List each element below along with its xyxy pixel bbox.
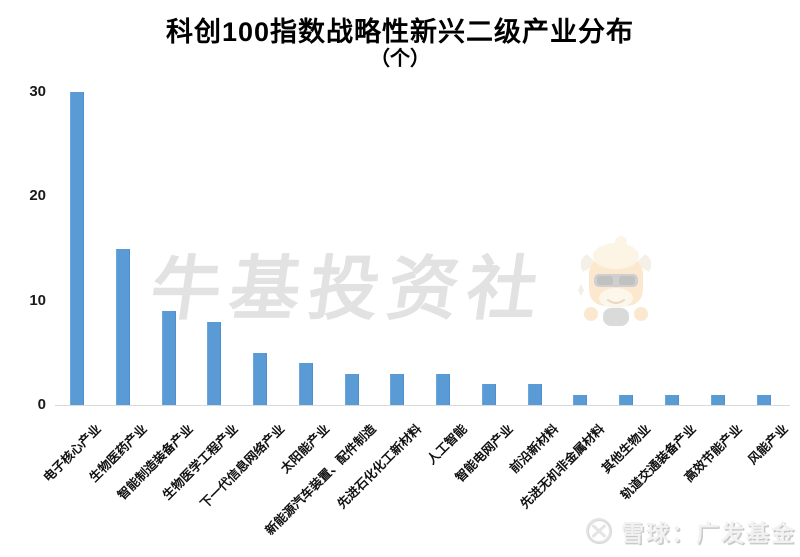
- y-tick-label: 10: [29, 291, 46, 309]
- bar: [298, 363, 313, 405]
- bar: [70, 92, 84, 405]
- x-category-label: 下一代信息网络产业: [197, 421, 287, 512]
- bull-mascot-icon: [578, 236, 652, 326]
- bar: [481, 384, 496, 405]
- bar: [436, 373, 451, 405]
- bar: [207, 321, 222, 405]
- y-tick-label: 0: [37, 396, 46, 413]
- bar: [756, 394, 771, 405]
- bar: [390, 373, 405, 405]
- chart-title: 科创100指数战略性新兴二级产业分布: [165, 17, 635, 47]
- bar: [665, 394, 679, 405]
- x-axis-line: [55, 405, 790, 406]
- footer-watermark: 雪球：广发基金: [585, 514, 796, 548]
- bar: [527, 384, 542, 405]
- chart-unit-subtitle: （个）: [370, 48, 430, 70]
- bar: [710, 394, 725, 405]
- x-category-label: 风能产业: [745, 421, 791, 468]
- bar: [253, 352, 268, 405]
- bar: [161, 311, 176, 405]
- y-tick-label: 20: [29, 187, 46, 205]
- xueqiu-logo-icon: [586, 518, 612, 544]
- y-tick-label: 30: [29, 83, 46, 100]
- bar: [344, 373, 359, 405]
- bar: [619, 394, 634, 405]
- bar: [573, 394, 588, 405]
- footer-credit-text: 雪球：广发基金: [621, 520, 796, 546]
- bar: [115, 248, 130, 405]
